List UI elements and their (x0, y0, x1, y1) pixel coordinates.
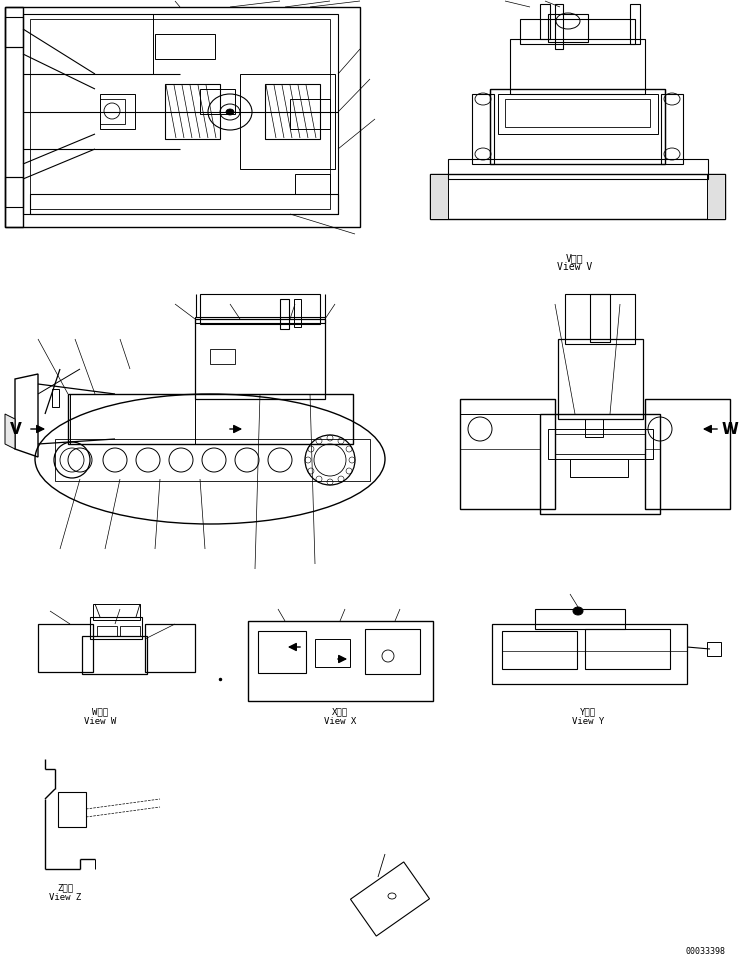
Text: View W: View W (84, 717, 116, 726)
Bar (58, 792, 86, 827)
Bar (430, 175, 725, 220)
Bar (558, 339, 643, 420)
Text: Y　視: Y 視 (580, 706, 596, 716)
Bar (294, 300, 301, 328)
Bar (195, 320, 325, 400)
Bar (520, 20, 635, 45)
Text: View Z: View Z (49, 893, 81, 901)
Bar (5, 178, 23, 208)
Bar (68, 395, 353, 445)
Bar (30, 195, 338, 214)
Text: View V: View V (557, 261, 593, 272)
Bar (5, 8, 360, 228)
Text: W　視: W 視 (92, 706, 108, 716)
Bar (540, 5, 550, 40)
Bar (505, 100, 650, 128)
Bar (540, 414, 660, 514)
Bar (38, 625, 93, 673)
Bar (280, 300, 289, 330)
Bar (195, 318, 325, 324)
Bar (590, 295, 610, 343)
Bar (490, 90, 665, 165)
Bar (290, 100, 330, 130)
Bar (295, 175, 330, 195)
Bar (448, 160, 708, 180)
Bar (535, 609, 625, 629)
Ellipse shape (573, 607, 583, 615)
Bar (585, 420, 603, 437)
Text: 00033398: 00033398 (685, 947, 725, 955)
Bar (93, 604, 140, 621)
Text: X　視: X 視 (332, 706, 348, 716)
Bar (97, 627, 117, 636)
Bar (5, 8, 23, 228)
Bar (200, 90, 235, 115)
Text: V: V (10, 422, 22, 437)
Bar (498, 95, 658, 135)
Bar (707, 642, 721, 656)
Bar (155, 35, 215, 60)
Bar (100, 100, 125, 125)
Bar (70, 395, 195, 445)
Text: Z　視: Z 視 (57, 882, 73, 892)
Bar (100, 95, 135, 130)
Text: V　視: V 視 (566, 253, 584, 262)
Bar (630, 5, 640, 45)
Text: W: W (721, 422, 738, 437)
Bar (55, 439, 370, 481)
Bar (548, 15, 588, 43)
Bar (585, 629, 670, 669)
Bar (265, 85, 320, 140)
Bar (502, 631, 577, 669)
Bar (200, 295, 320, 325)
Bar (565, 295, 635, 345)
Bar (460, 400, 555, 509)
Bar (707, 175, 725, 220)
Text: View Y: View Y (572, 717, 604, 726)
Bar (555, 434, 645, 455)
Bar (555, 5, 563, 50)
Bar (661, 95, 683, 165)
Bar (570, 459, 628, 478)
Bar (82, 636, 147, 675)
Text: View X: View X (324, 717, 356, 726)
Bar (240, 75, 335, 170)
Bar (548, 430, 653, 459)
Bar (258, 631, 306, 674)
Bar (365, 629, 420, 675)
Bar (165, 85, 220, 140)
Bar (645, 400, 730, 509)
Bar (120, 627, 140, 636)
Bar (210, 350, 235, 364)
Bar (430, 175, 448, 220)
Bar (510, 40, 645, 95)
Bar (23, 15, 338, 214)
Bar (52, 389, 59, 407)
Bar (350, 862, 429, 936)
Bar (30, 20, 330, 209)
Ellipse shape (226, 110, 234, 116)
Bar (315, 639, 350, 667)
Bar (5, 18, 23, 48)
Bar (23, 15, 153, 75)
Bar (492, 625, 687, 684)
Polygon shape (5, 414, 15, 450)
Bar (248, 622, 433, 702)
Bar (145, 625, 195, 673)
Bar (90, 617, 142, 639)
Bar (472, 95, 494, 165)
